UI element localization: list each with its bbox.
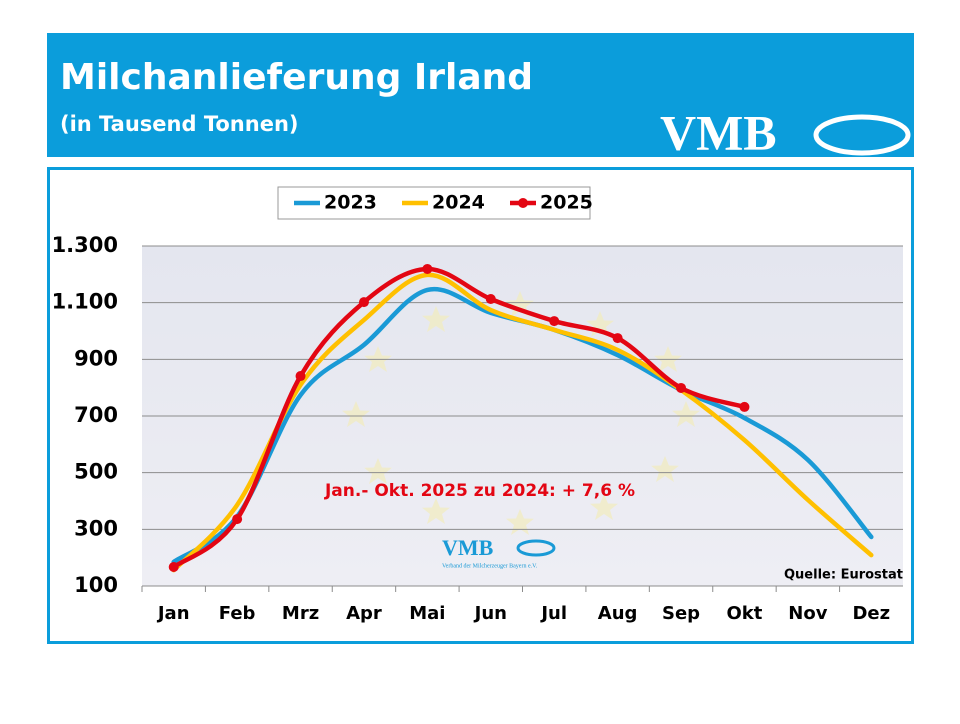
point-marker xyxy=(485,293,496,304)
y-tick-label: 1.100 xyxy=(52,290,118,314)
y-tick-label: 500 xyxy=(74,460,118,484)
y-tick-label: 1.300 xyxy=(52,233,118,257)
source: Quelle: Eurostat xyxy=(784,568,903,583)
point-marker xyxy=(549,316,560,327)
point-marker xyxy=(739,401,750,412)
x-tick-label: Nov xyxy=(788,603,827,624)
legend-label: 2023 xyxy=(324,192,377,214)
x-tick-label: Mai xyxy=(409,603,445,624)
y-tick-label: 900 xyxy=(74,346,118,370)
point-marker xyxy=(232,514,243,525)
x-tick-label: Jun xyxy=(473,603,507,624)
x-tick-label: Jul xyxy=(539,603,567,624)
legend-label: 2024 xyxy=(432,192,485,214)
subtitle: (in Tausend Tonnen) xyxy=(60,112,299,136)
point-marker xyxy=(422,263,433,274)
legend-label: 2025 xyxy=(540,192,593,214)
x-tick-label: Apr xyxy=(346,603,382,624)
watermark-logo: VMB xyxy=(442,535,494,560)
y-tick-label: 700 xyxy=(74,403,118,427)
point-marker xyxy=(358,297,369,308)
point-marker xyxy=(295,371,306,382)
x-tick-label: Mrz xyxy=(282,603,319,624)
point-marker xyxy=(168,562,179,573)
annotation: Jan.- Okt. 2025 zu 2024: + 7,6 % xyxy=(324,481,635,501)
x-tick-label: Jan xyxy=(156,603,190,624)
x-tick-label: Aug xyxy=(598,603,638,624)
legend-box xyxy=(277,186,591,220)
legend-marker xyxy=(518,198,528,208)
x-tick-label: Okt xyxy=(727,603,763,624)
logo-swoosh xyxy=(813,114,911,156)
point-marker xyxy=(612,333,623,344)
series-line xyxy=(171,266,747,570)
watermark-caption: Verband der Milcherzeuger Bayern e.V. xyxy=(442,563,538,569)
watermark-swoosh xyxy=(516,539,556,557)
header-bar xyxy=(47,33,914,157)
point-marker xyxy=(676,382,687,393)
y-tick-label: 300 xyxy=(74,516,118,540)
title: Milchanlieferung Irland xyxy=(60,57,533,98)
x-tick-label: Sep xyxy=(662,603,700,624)
x-tick-label: Dez xyxy=(852,603,890,624)
x-tick-label: Feb xyxy=(219,603,256,624)
logo: VMB xyxy=(660,104,777,160)
y-tick-label: 100 xyxy=(74,573,118,597)
